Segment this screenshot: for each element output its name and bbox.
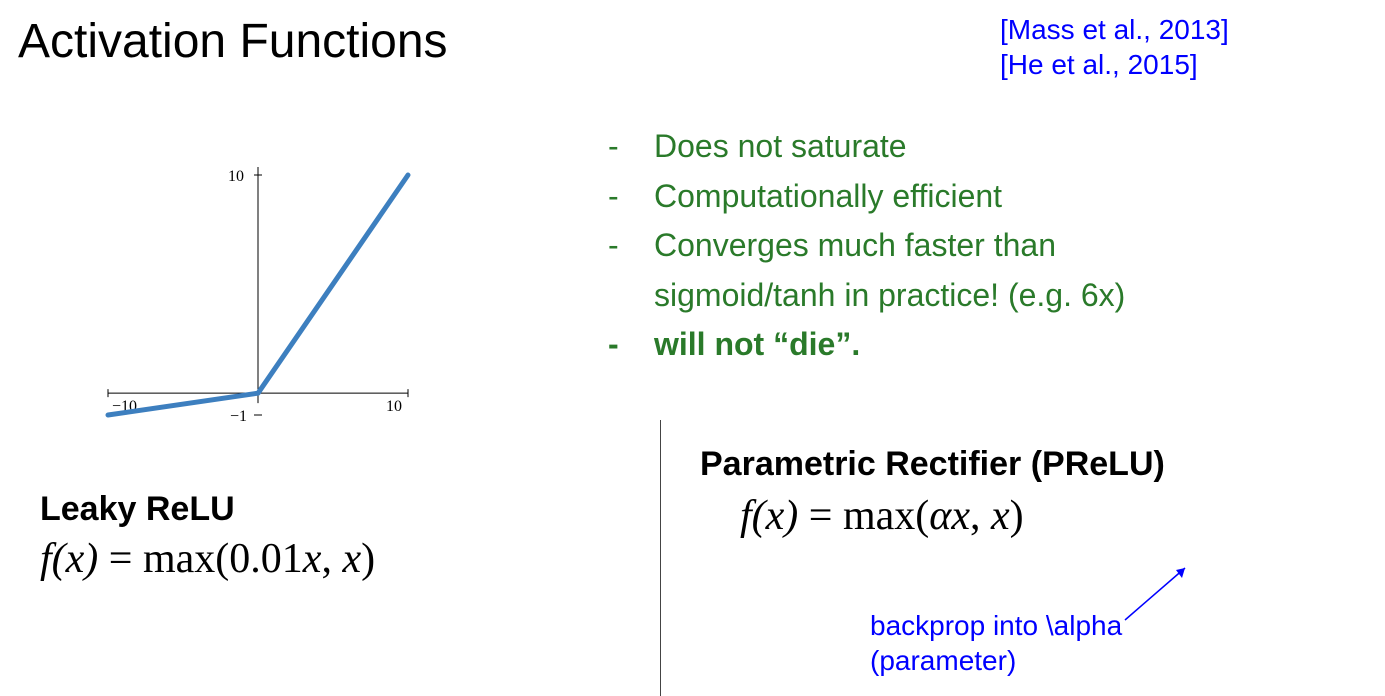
prelu-formula: f(x) = max(αx, x) xyxy=(700,492,1165,540)
leaky-relu-formula: f(x) = max(0.01x, x) xyxy=(40,535,375,583)
citation-1: [Mass et al., 2013] xyxy=(1000,12,1229,47)
citation-2: [He et al., 2015] xyxy=(1000,47,1229,82)
leaky-relu-chart: −101010−1 xyxy=(88,155,428,445)
prelu-block: Parametric Rectifier (PReLU) f(x) = max(… xyxy=(700,445,1165,540)
backprop-note: backprop into \alpha (parameter) xyxy=(870,608,1122,678)
bullet-2: Computationally efficient xyxy=(654,172,1002,222)
bullet-1: Does not saturate xyxy=(654,122,907,172)
backprop-note-line1: backprop into \alpha xyxy=(870,608,1122,643)
bullet-3a: Converges much faster than xyxy=(654,221,1056,271)
svg-text:−1: −1 xyxy=(230,408,247,425)
bullet-3b: sigmoid/tanh in practice! (e.g. 6x) xyxy=(654,271,1125,321)
citations: [Mass et al., 2013] [He et al., 2015] xyxy=(1000,12,1229,82)
leaky-relu-title: Leaky ReLU xyxy=(40,490,375,529)
prelu-title: Parametric Rectifier (PReLU) xyxy=(700,445,1165,484)
svg-text:10: 10 xyxy=(386,398,402,415)
vertical-divider xyxy=(660,420,661,696)
leaky-relu-block: Leaky ReLU f(x) = max(0.01x, x) xyxy=(40,490,375,583)
bullet-4: will not “die”. xyxy=(654,320,860,370)
bullet-list: -Does not saturate -Computationally effi… xyxy=(608,122,1125,370)
slide-title: Activation Functions xyxy=(18,14,448,69)
arrow-to-alpha xyxy=(1120,560,1200,630)
svg-text:10: 10 xyxy=(228,168,244,185)
backprop-note-line2: (parameter) xyxy=(870,643,1122,678)
